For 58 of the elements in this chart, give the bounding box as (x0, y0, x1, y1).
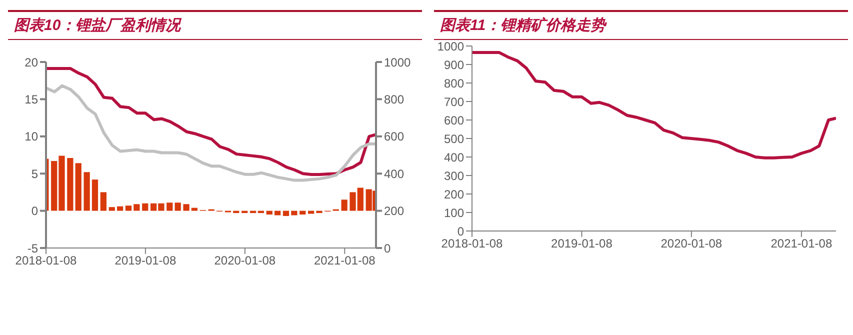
bar (308, 210, 314, 214)
y2-tick-label: 800 (384, 92, 404, 106)
bar (174, 202, 181, 211)
bar (282, 210, 290, 216)
y-tick-label: 800 (444, 76, 464, 90)
x-tick-label: 2018-01-08 (15, 254, 78, 268)
y-tick-label: 1000 (437, 39, 464, 54)
x-tick-label: 2020-01-08 (214, 254, 276, 268)
bar (274, 210, 281, 216)
bar (84, 172, 90, 211)
y-tick-label: -5 (27, 241, 38, 256)
bar (266, 210, 272, 215)
y2-tick-label: 200 (384, 204, 404, 218)
bar (142, 203, 148, 211)
y-tick-label: 200 (444, 187, 464, 202)
bar (316, 210, 322, 214)
y-tick-label: 900 (444, 58, 464, 72)
bar (75, 163, 82, 211)
y2-tick-label: 600 (384, 130, 404, 144)
bar (92, 180, 98, 211)
x-tick-label: 2021-01-08 (314, 254, 376, 268)
x-tick-label: 2018-01-08 (441, 236, 504, 251)
y2-tick-label: 0 (384, 241, 391, 256)
y2-tick-label: 1000 (384, 55, 412, 70)
chart-title: 图表10：锂盐厂盈利情况 (14, 17, 181, 34)
chart-title: 图表11：锂精矿价格走势 (440, 17, 606, 34)
bar (191, 208, 198, 211)
line-series (472, 50, 836, 160)
y-tick-label: 700 (444, 94, 464, 109)
bar (67, 158, 74, 211)
y-tick-label: 10 (24, 130, 38, 144)
bar (291, 210, 298, 216)
y-tick-label: 300 (444, 168, 464, 183)
bar (134, 204, 140, 211)
y-tick-label: 400 (444, 150, 464, 164)
line-series (46, 84, 376, 182)
y-tick-label: 500 (444, 132, 464, 146)
bar (300, 210, 306, 215)
y-tick-label: 0 (31, 204, 38, 218)
x-tick-label: 2019-01-08 (551, 236, 613, 251)
y2-tick-label: 400 (384, 166, 404, 181)
bar (100, 192, 106, 211)
x-tick-label: 2020-01-08 (660, 236, 722, 251)
bar (108, 207, 115, 211)
y-tick-label: 600 (444, 113, 464, 128)
y-tick-label: 100 (444, 206, 464, 220)
bar (341, 200, 348, 211)
bar (166, 202, 173, 211)
bar (183, 204, 190, 211)
y-tick-label: 15 (24, 92, 38, 106)
x-tick-label: 2021-01-08 (770, 236, 832, 251)
y-tick-label: 0 (457, 224, 464, 238)
x-tick-label: 2019-01-08 (114, 254, 176, 268)
y-tick-label: 20 (24, 55, 38, 70)
bar (116, 206, 124, 211)
y-tick-label: 5 (31, 166, 38, 181)
bar (125, 206, 132, 211)
line-series (46, 67, 376, 176)
